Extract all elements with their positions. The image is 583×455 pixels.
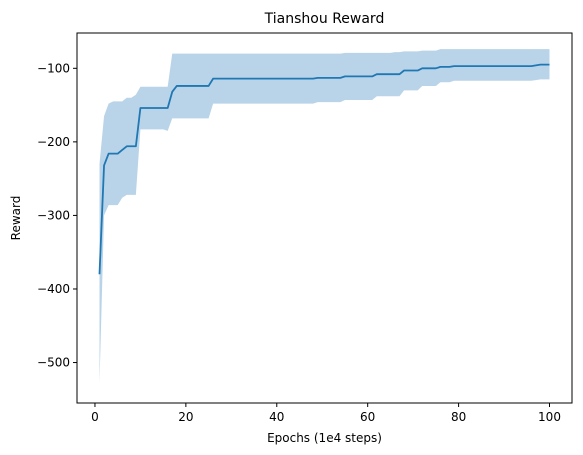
x-tick-label: 0 [91,410,99,424]
axes-frame [76,32,573,404]
plot-area [98,49,550,384]
x-tick-label: 20 [178,410,193,424]
x-tick-label: 60 [360,410,375,424]
x-axis-title: Epochs (1e4 steps) [267,431,382,445]
y-tick-label: −200 [37,135,70,149]
y-tick-label: −500 [37,356,70,370]
y-tick-label: −400 [37,282,70,296]
x-tick-label: 80 [451,410,466,424]
x-axis-ticks: 0 20 40 60 80 100 [91,403,561,424]
chart-title: Tianshou Reward [264,11,385,27]
x-tick-label: 40 [269,410,284,424]
y-axis-ticks: −500 −400 −300 −200 −100 [37,61,77,370]
y-tick-label: −100 [37,61,70,75]
y-tick-label: −300 [37,208,70,222]
mean-reward-line [98,63,550,275]
x-tick-label: 100 [538,410,561,424]
y-axis-title: Reward [9,196,23,241]
